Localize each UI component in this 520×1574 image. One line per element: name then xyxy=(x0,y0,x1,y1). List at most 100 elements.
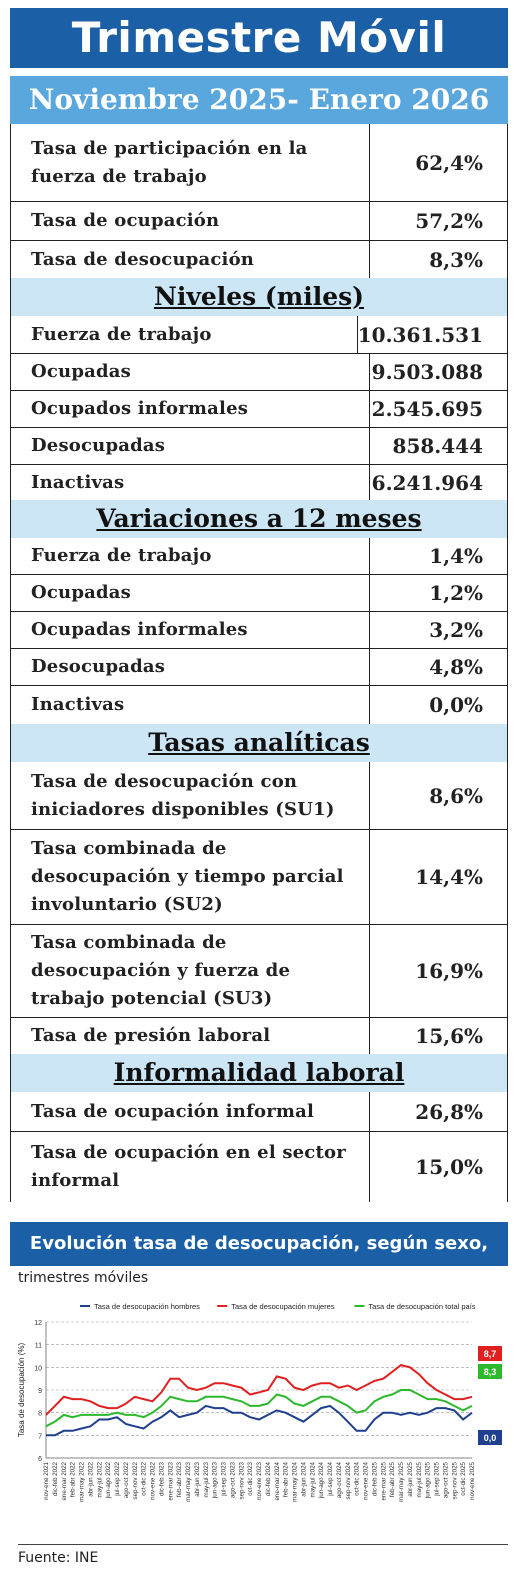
x-tick-label: ago-oct 2022 xyxy=(123,1461,130,1498)
table-row: Fuerza de trabajo 1,4% xyxy=(11,538,507,575)
row-value: 57,2% xyxy=(369,202,507,240)
chart-subtitle: trimestres móviles xyxy=(18,1270,149,1286)
table-row: Tasa combinada de desocupación y fuerza … xyxy=(11,925,507,1018)
x-tick-label: abr-jun 2025 xyxy=(407,1461,414,1496)
row-label: Tasa de desocupación xyxy=(31,248,255,270)
x-tick-label: nov-ene 2025 xyxy=(469,1461,476,1499)
row-label: Inactivas xyxy=(31,694,125,715)
row-label: Ocupadas xyxy=(31,361,131,382)
x-tick-label: jun-ago 2025 xyxy=(425,1461,432,1499)
row-label: Tasa de ocupación en el sector informal xyxy=(31,1142,346,1191)
x-tick-label: jul-sep 2024 xyxy=(327,1461,334,1496)
section-header-analiticas: Tasas analíticas xyxy=(10,724,508,762)
row-label: Tasa de participación en la fuerza de tr… xyxy=(31,137,308,187)
table-row: Fuerza de trabajo 10.361.531 xyxy=(11,316,507,354)
x-tick-label: dic-feb 2022 xyxy=(52,1461,59,1496)
footer-divider xyxy=(18,1544,508,1545)
x-tick-label: ene-mar 2025 xyxy=(380,1461,387,1500)
row-value: 4,8% xyxy=(369,649,507,685)
row-label: Tasa combinada de desocupación y tiempo … xyxy=(31,838,344,915)
row-value: 8,6% xyxy=(369,762,507,829)
row-value: 0,0% xyxy=(369,686,507,724)
row-label: Tasa de ocupación informal xyxy=(31,1100,315,1122)
series-line xyxy=(45,1389,473,1428)
row-value: 858.444 xyxy=(369,428,507,464)
x-tick-label: abr-jun 2024 xyxy=(300,1461,307,1496)
x-tick-label: jul-sep 2022 xyxy=(114,1461,121,1496)
table-row: Inactivas 0,0% xyxy=(11,686,507,724)
row-value: 15,6% xyxy=(369,1018,507,1054)
chart-title: Evolución tasa de desocupación, según se… xyxy=(10,1222,508,1298)
x-tick-label: dic-feb 2023 xyxy=(158,1461,165,1496)
end-value-label: 8,3 xyxy=(484,1367,497,1377)
x-tick-label: ago-oct 2025 xyxy=(442,1461,449,1498)
end-value-badge xyxy=(478,1364,502,1379)
row-value: 16,9% xyxy=(369,925,507,1017)
legend-entry: Tasa de desocupación mujeres xyxy=(231,1302,335,1311)
end-value-label: 0,0 xyxy=(484,1433,497,1443)
row-label: Ocupadas informales xyxy=(31,619,248,640)
x-tick-label: ene-mar 2022 xyxy=(61,1461,68,1500)
x-tick-label: ago-oct 2024 xyxy=(336,1461,343,1498)
x-tick-label: abr-jun 2022 xyxy=(87,1461,94,1496)
table-row: Tasa de desocupación 8,3% xyxy=(11,241,507,278)
row-label: Tasa de ocupación xyxy=(31,210,220,231)
section-header-informalidad: Informalidad laboral xyxy=(10,1054,508,1092)
series-line xyxy=(45,1364,473,1416)
x-tick-label: sep-nov 2024 xyxy=(345,1461,352,1499)
tasas-table: Tasa de participación en la fuerza de tr… xyxy=(10,124,508,278)
x-tick-label: may-jul 2023 xyxy=(203,1461,210,1497)
y-tick-label: 6 xyxy=(38,1456,42,1463)
row-label: Ocupados informales xyxy=(31,398,249,419)
x-tick-label: oct-dic 2023 xyxy=(247,1461,254,1495)
unemployment-line-chart: Tasa de desocupación hombres Tasa de deso… xyxy=(17,1302,502,1502)
x-tick-label: jun-ago 2022 xyxy=(105,1461,112,1499)
row-value: 15,0% xyxy=(369,1132,507,1202)
row-value: 3,2% xyxy=(369,612,507,648)
x-tick-label: feb-abr 2023 xyxy=(176,1461,183,1497)
row-value: 26,8% xyxy=(369,1092,507,1131)
x-tick-label: oct-dic 2025 xyxy=(460,1461,467,1495)
x-tick-label: nov-ene 2024 xyxy=(363,1461,370,1499)
x-tick-label: feb-abr 2025 xyxy=(389,1461,396,1497)
x-tick-label: may-jul 2025 xyxy=(416,1461,423,1497)
table-row: Inactivas 6.241.964 xyxy=(11,465,507,500)
table-row: Tasa combinada de desocupación y tiempo … xyxy=(11,830,507,925)
section-header-niveles: Niveles (miles) xyxy=(10,278,508,316)
x-tick-label: nov-ene 2023 xyxy=(256,1461,263,1499)
page-title: Trimestre Móvil xyxy=(10,8,508,68)
x-tick-label: nov-ene 2022 xyxy=(150,1461,157,1499)
row-label: Fuerza de trabajo xyxy=(31,545,212,566)
table-row: Tasa de ocupación en el sector informal … xyxy=(11,1132,507,1202)
table-row: Ocupadas 9.503.088 xyxy=(11,354,507,391)
table-row: Tasa de ocupación informal 26,8% xyxy=(11,1092,507,1132)
row-label: Tasa de presión laboral xyxy=(31,1025,271,1046)
row-label: Inactivas xyxy=(31,471,125,493)
y-axis-label: Tasa de desocupación (%) xyxy=(17,1343,26,1438)
y-tick-label: 8 xyxy=(38,1411,42,1418)
analiticas-table: Tasa de desocupación con iniciadores dis… xyxy=(10,762,508,1054)
row-value: 62,4% xyxy=(369,124,507,201)
x-tick-label: jun-ago 2023 xyxy=(212,1461,219,1499)
table-row: Tasa de desocupación con iniciadores dis… xyxy=(11,762,507,830)
row-value: 14,4% xyxy=(369,830,507,924)
x-tick-label: ago-oct 2023 xyxy=(229,1461,236,1498)
table-row: Ocupados informales 2.545.695 xyxy=(11,391,507,428)
x-tick-label: sep-nov 2025 xyxy=(451,1461,458,1499)
x-tick-label: oct-dic 2022 xyxy=(141,1461,148,1495)
x-tick-label: feb-abr 2022 xyxy=(70,1461,77,1497)
x-tick-label: dic-feb 2024 xyxy=(265,1461,272,1496)
y-tick-label: 11 xyxy=(35,1343,42,1350)
x-tick-label: mar-may 2024 xyxy=(292,1461,299,1501)
end-value-badge xyxy=(478,1430,502,1445)
x-tick-label: mar-may 2023 xyxy=(185,1461,192,1501)
x-tick-label: abr-jun 2023 xyxy=(194,1461,201,1496)
x-tick-label: jun-ago 2024 xyxy=(318,1461,325,1499)
row-value: 9.503.088 xyxy=(369,354,507,390)
informalidad-table: Tasa de ocupación informal 26,8% Tasa de… xyxy=(10,1092,508,1202)
table-row: Tasa de ocupación 57,2% xyxy=(11,202,507,241)
end-value-badge xyxy=(478,1346,502,1361)
x-tick-label: nov-ene 2021 xyxy=(43,1461,50,1499)
table-row: Tasa de participación en la fuerza de tr… xyxy=(11,124,507,202)
row-value: 10.361.531 xyxy=(356,316,507,353)
